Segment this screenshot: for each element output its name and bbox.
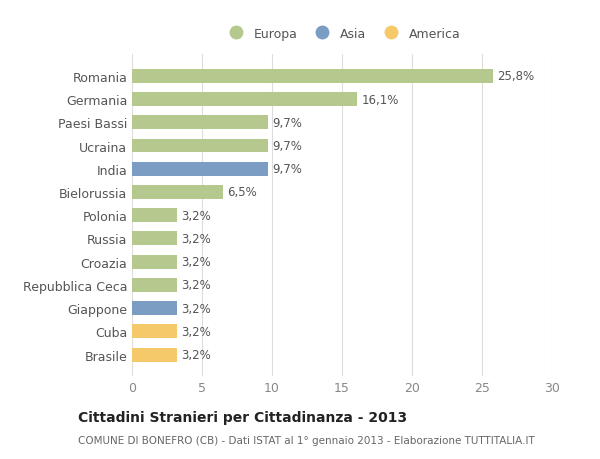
Text: 6,5%: 6,5% bbox=[227, 186, 257, 199]
Text: 3,2%: 3,2% bbox=[181, 209, 211, 222]
Text: 3,2%: 3,2% bbox=[181, 256, 211, 269]
Text: 3,2%: 3,2% bbox=[181, 302, 211, 315]
Text: 9,7%: 9,7% bbox=[272, 163, 302, 176]
Text: 3,2%: 3,2% bbox=[181, 348, 211, 361]
Text: 25,8%: 25,8% bbox=[497, 70, 535, 83]
Bar bbox=[132, 348, 177, 362]
Text: 9,7%: 9,7% bbox=[272, 140, 302, 153]
Bar bbox=[132, 255, 177, 269]
Text: 3,2%: 3,2% bbox=[181, 279, 211, 292]
Text: 3,2%: 3,2% bbox=[181, 232, 211, 246]
Bar bbox=[132, 278, 177, 292]
Bar bbox=[132, 232, 177, 246]
Bar bbox=[132, 185, 223, 200]
Bar bbox=[132, 139, 268, 153]
Text: 3,2%: 3,2% bbox=[181, 325, 211, 338]
Bar bbox=[132, 93, 358, 107]
Bar bbox=[132, 325, 177, 339]
Text: Cittadini Stranieri per Cittadinanza - 2013: Cittadini Stranieri per Cittadinanza - 2… bbox=[78, 411, 407, 425]
Legend: Europa, Asia, America: Europa, Asia, America bbox=[218, 23, 466, 46]
Bar bbox=[132, 209, 177, 223]
Bar bbox=[132, 302, 177, 315]
Bar bbox=[132, 162, 268, 176]
Text: 9,7%: 9,7% bbox=[272, 117, 302, 129]
Bar bbox=[132, 116, 268, 130]
Bar bbox=[132, 70, 493, 84]
Text: 16,1%: 16,1% bbox=[362, 93, 399, 106]
Text: COMUNE DI BONEFRO (CB) - Dati ISTAT al 1° gennaio 2013 - Elaborazione TUTTITALIA: COMUNE DI BONEFRO (CB) - Dati ISTAT al 1… bbox=[78, 435, 535, 445]
